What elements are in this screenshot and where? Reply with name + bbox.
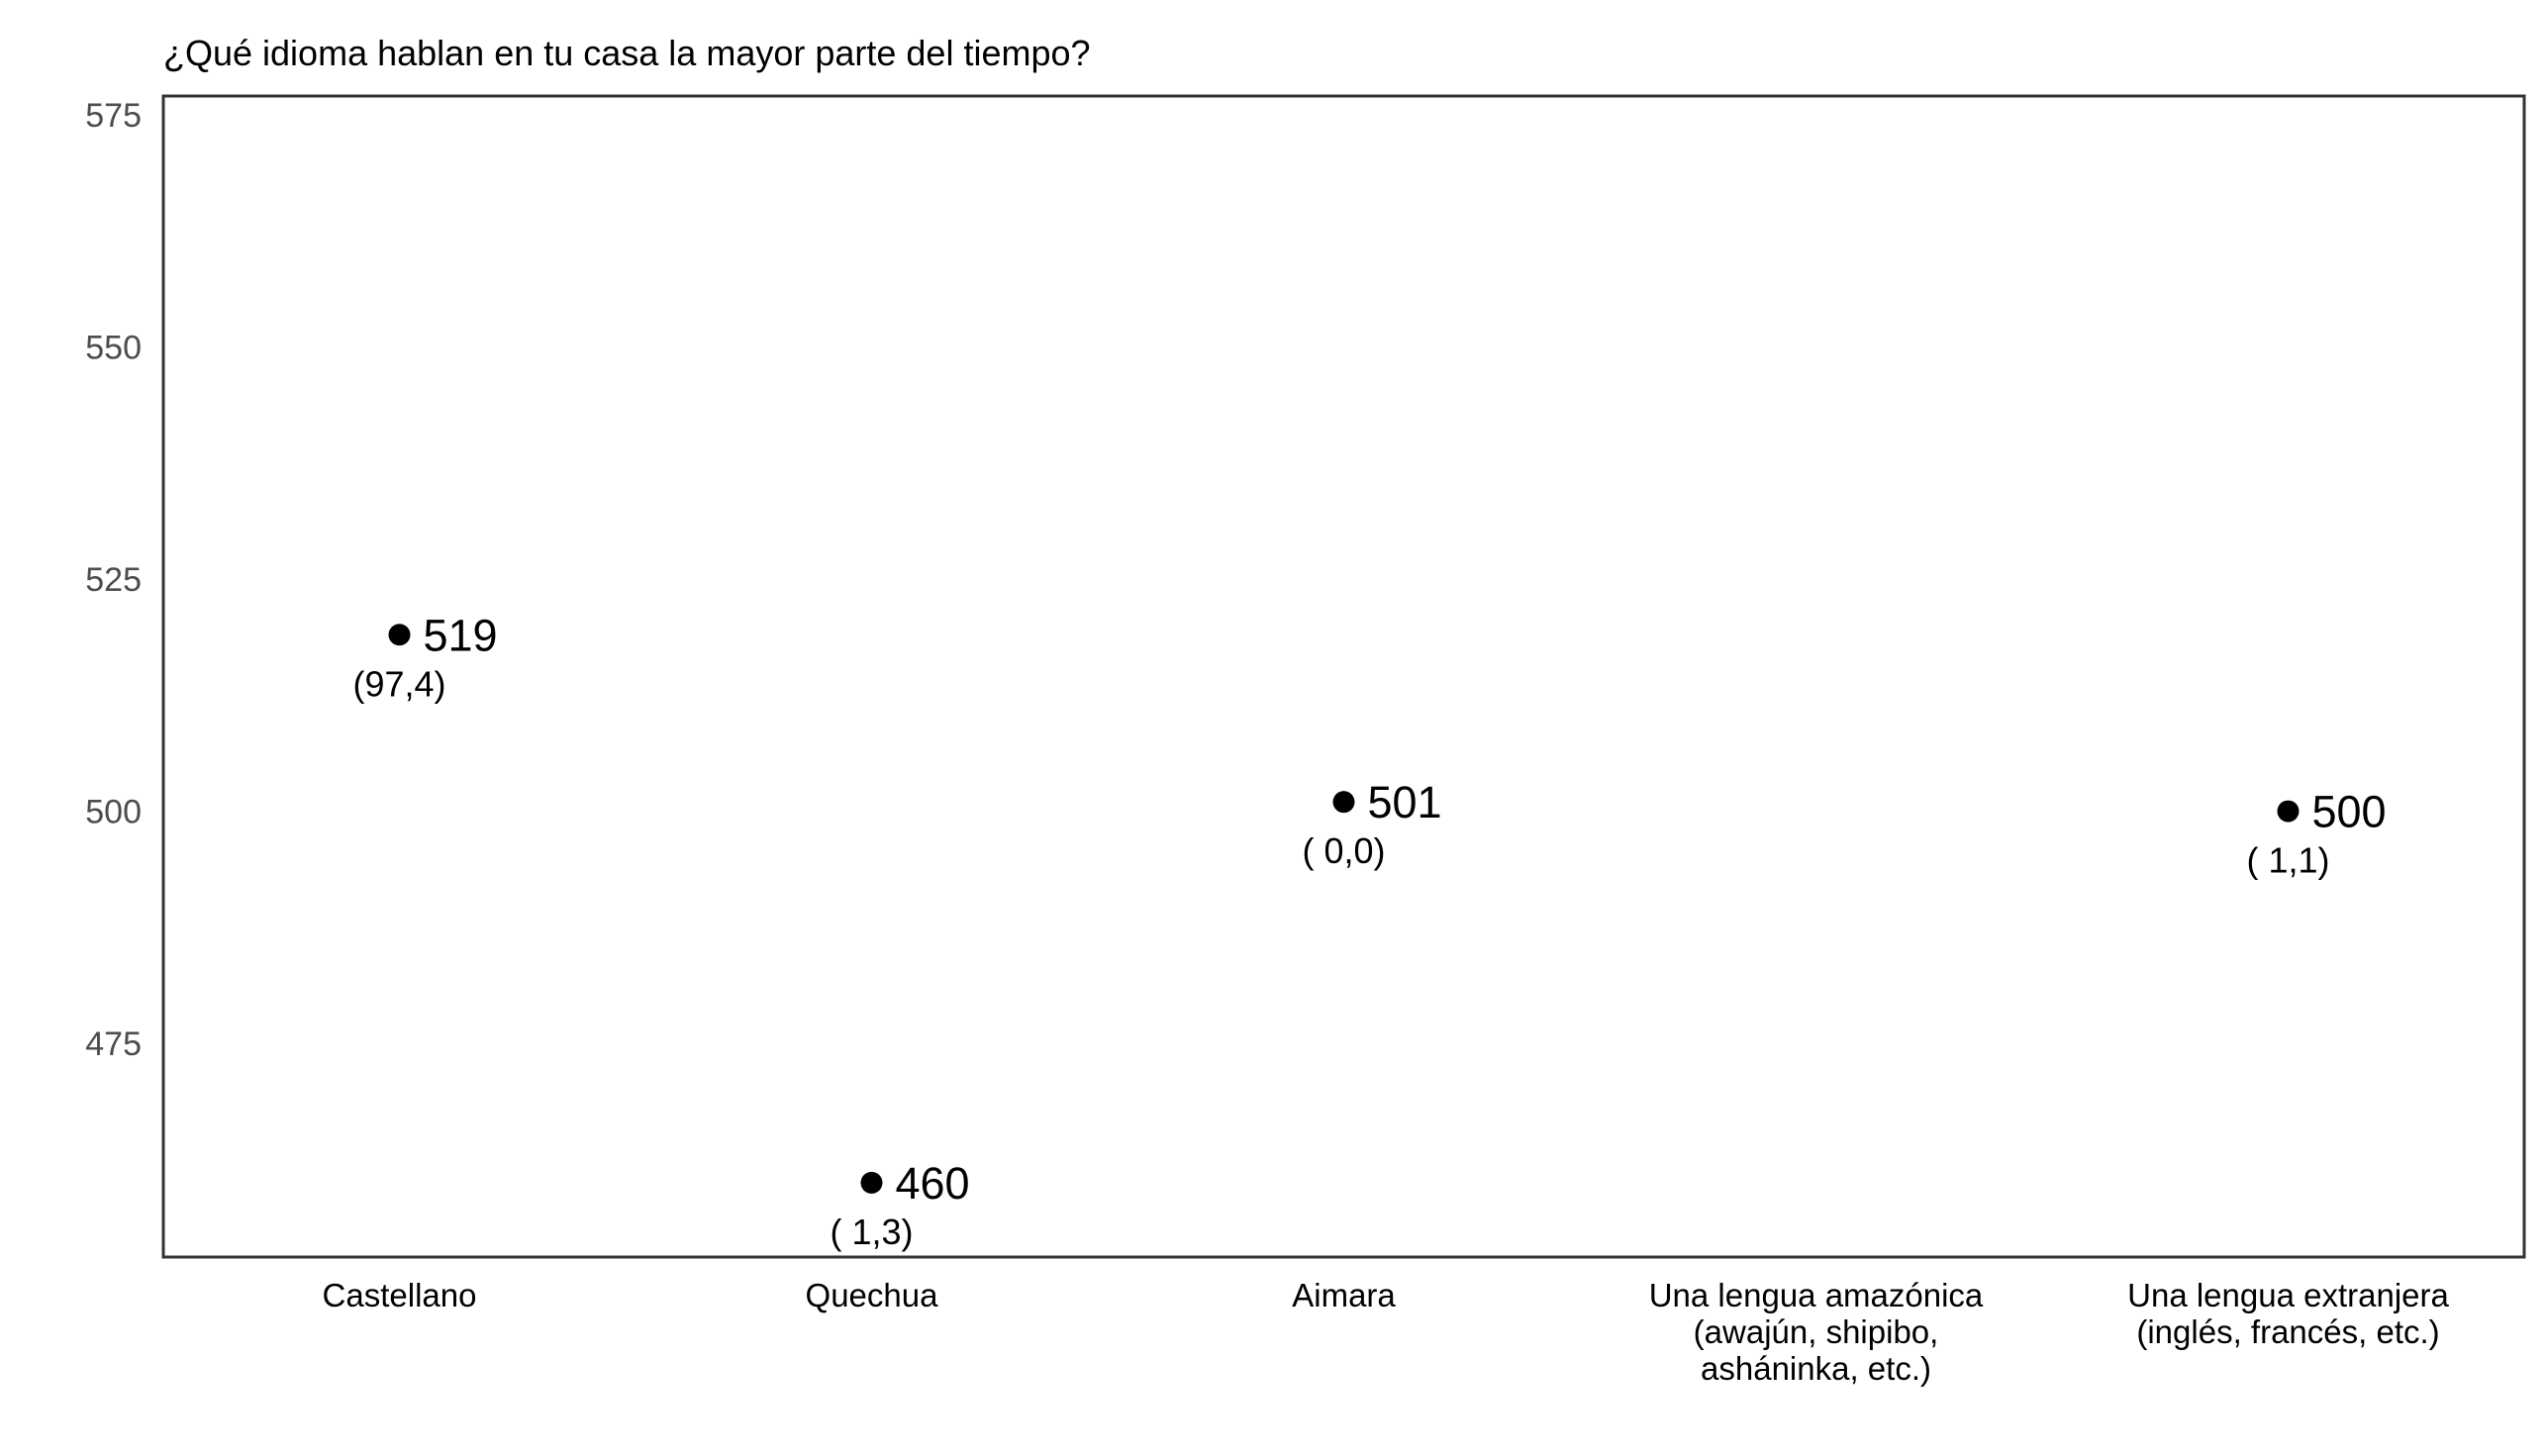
y-tick-label: 500 [85, 794, 142, 831]
data-point-percent-label: ( 0,0) [1302, 830, 1385, 871]
x-tick-label-line: Quechua [806, 1277, 939, 1313]
x-tick-label: Una lengua amazónica(awajún, shipibo,ash… [1649, 1277, 1984, 1387]
data-point-percent-label: (97,4) [352, 663, 445, 704]
x-tick-label: Castellano [323, 1277, 477, 1313]
x-tick-label-line: (inglés, francés, etc.) [2136, 1313, 2439, 1350]
y-tick-label: 475 [85, 1025, 142, 1063]
y-axis: 475 500 525 550 575 [85, 97, 142, 1063]
data-points: 519(97,4) 460( 1,3) 501( 0,0) 500( 1,1) [352, 610, 2386, 1252]
x-tick-label-line: Castellano [323, 1277, 477, 1313]
x-axis: Castellano Quechua Aimara Una lengua amazón… [323, 1277, 2450, 1387]
y-tick-label: 525 [85, 561, 142, 599]
data-point [1332, 791, 1355, 814]
data-point [388, 624, 411, 646]
x-tick-label-line: asháninka, etc.) [1701, 1350, 1931, 1387]
data-point-value-label: 500 [2312, 787, 2387, 837]
data-point-value-label: 460 [896, 1158, 970, 1209]
x-tick-label-line: Una lengua extranjera [2127, 1277, 2449, 1313]
x-tick-label: Una lengua extranjera(inglés, francés, e… [2127, 1277, 2449, 1350]
data-point [2277, 800, 2300, 823]
data-point-percent-label: ( 1,1) [2246, 840, 2329, 881]
y-tick-label: 575 [85, 97, 142, 135]
data-point-percent-label: ( 1,3) [830, 1212, 913, 1252]
x-tick-label-line: Una lengua amazónica [1649, 1277, 1984, 1313]
x-tick-label-line: Aimara [1292, 1277, 1396, 1313]
data-point-value-label: 501 [1368, 777, 1442, 827]
data-point-value-label: 519 [424, 610, 498, 660]
chart-title: ¿Qué idioma hablan en tu casa la mayor p… [163, 33, 1091, 73]
x-tick-label: Quechua [806, 1277, 939, 1313]
y-tick-label: 550 [85, 329, 142, 366]
plot-panel [161, 94, 2526, 1259]
data-point [860, 1171, 883, 1194]
x-tick-label-line: (awajún, shipibo, [1694, 1313, 1939, 1350]
x-tick-label: Aimara [1292, 1277, 1396, 1313]
